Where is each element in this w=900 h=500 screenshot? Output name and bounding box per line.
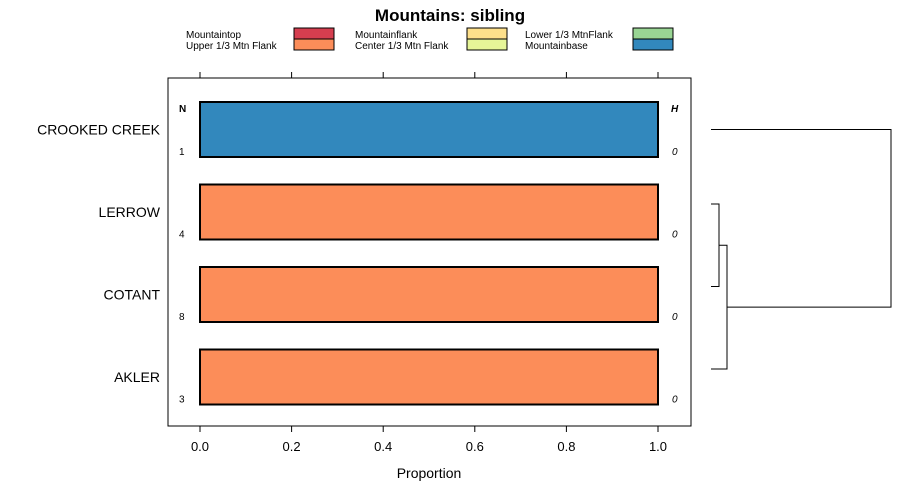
legend-label-upper-1-3-mtn-flank: Upper 1/3 Mtn Flank	[186, 41, 278, 52]
legend-label-mountainflank: Mountainflank	[355, 30, 418, 41]
h-column-header: H	[671, 104, 679, 115]
legend-swatch-mountainflank	[466, 27, 508, 40]
legend-swatch-center-1-3-mtn-flank	[466, 38, 508, 51]
top-axis-ticks	[199, 72, 659, 78]
h-value-cotant: 0	[672, 312, 678, 323]
x-tick-label-2: 0.4	[374, 439, 392, 454]
n-value-crooked-creek: 1	[179, 147, 185, 158]
bar-cotant-upper-1-3-mtn-flank	[199, 266, 659, 323]
n-column-header: N	[179, 104, 186, 115]
legend-swatch-mountainbase	[632, 38, 674, 51]
legend-label-mountainbase: Mountainbase	[525, 41, 588, 52]
legend-label-lower-1-3-mtnflank: Lower 1/3 MtnFlank	[525, 30, 614, 41]
bar-akler-upper-1-3-mtn-flank	[199, 348, 659, 406]
x-tick-label-5: 1.0	[649, 439, 667, 454]
dendro-link-lerrow-cotant	[711, 203, 720, 287]
bars-group	[199, 101, 659, 406]
category-label-cotant: COTANT	[103, 287, 160, 303]
n-value-lerrow: 4	[179, 230, 185, 241]
h-value-lerrow: 0	[672, 230, 678, 241]
legend-swatch-lower-1-3-mtnflank	[632, 27, 674, 40]
bar-lerrow-upper-1-3-mtn-flank	[199, 183, 659, 241]
bar-crooked-creek-mountainbase	[199, 101, 659, 158]
dendrogram	[711, 129, 892, 370]
x-tick-label-4: 0.8	[557, 439, 575, 454]
n-value-akler: 3	[179, 395, 185, 406]
category-labels: CROOKED CREEK LERROW COTANT AKLER	[37, 122, 161, 386]
plot-frame	[167, 77, 692, 427]
legend-swatch-upper-1-3-mtn-flank	[293, 38, 335, 51]
h-value-akler: 0	[672, 395, 678, 406]
chart-title: Mountains: sibling	[375, 6, 525, 25]
n-value-cotant: 8	[179, 312, 185, 323]
legend-label-center-1-3-mtn-flank: Center 1/3 Mtn Flank	[355, 41, 449, 52]
x-axis: 0.0 0.2 0.4 0.6 0.8 1.0	[191, 426, 667, 454]
category-label-akler: AKLER	[114, 369, 160, 385]
x-tick-label-0: 0.0	[191, 439, 209, 454]
legend-swatch-mountaintop	[293, 27, 335, 40]
category-label-crooked-creek: CROOKED CREEK	[37, 122, 161, 138]
x-axis-label: Proportion	[397, 465, 462, 481]
category-label-lerrow: LERROW	[99, 204, 161, 220]
dendro-link-crooked-creek	[711, 129, 892, 308]
h-value-crooked-creek: 0	[672, 147, 678, 158]
x-tick-label-3: 0.6	[466, 439, 484, 454]
legend-label-mountaintop: Mountaintop	[186, 30, 241, 41]
x-tick-label-1: 0.2	[283, 439, 301, 454]
side-values: 1 0 4 0 8 0 3 0	[179, 147, 678, 406]
